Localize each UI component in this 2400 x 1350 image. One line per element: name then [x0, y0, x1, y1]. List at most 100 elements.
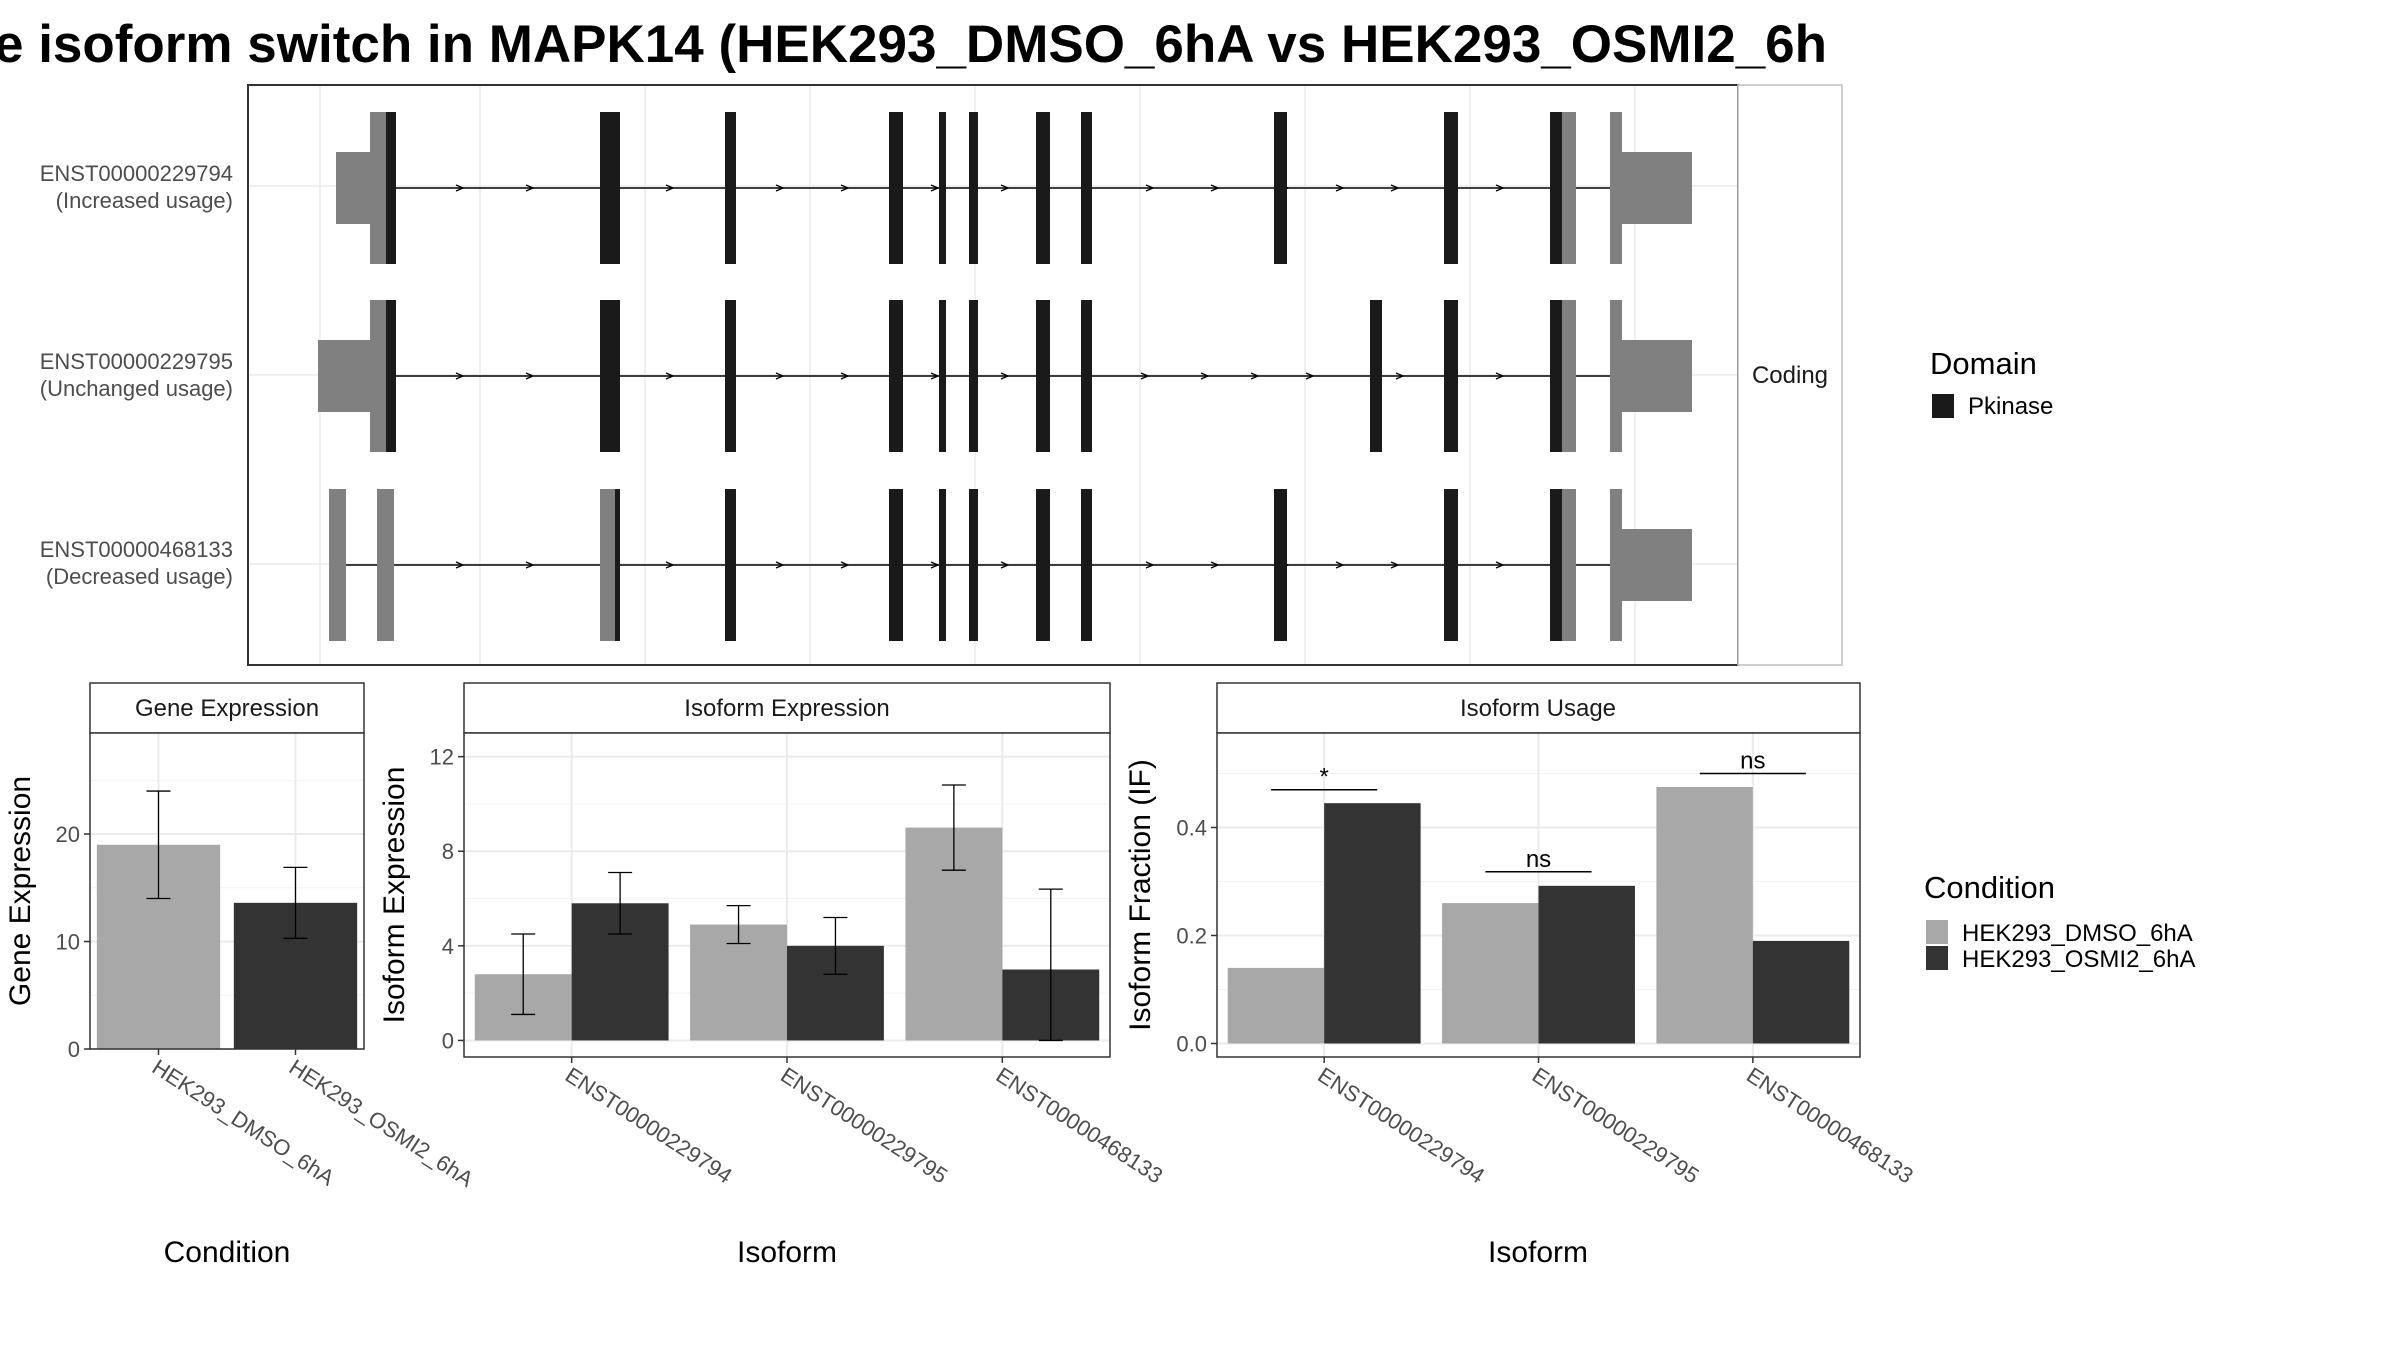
strand-arrow: [930, 561, 940, 569]
isoform-usage-panel: Isoform Usage * ns ns 0.0 0.2 0.4 ENST0000022…: [1124, 682, 1918, 1269]
bar-ENST00000468133-osmi2: [1752, 940, 1850, 1044]
y-tick-label: 0: [442, 1028, 454, 1053]
strand-arrow: [1495, 561, 1505, 569]
utr-exon: [1610, 489, 1622, 641]
transcript-3-id: ENST00000468133: [40, 537, 233, 562]
strand-arrow: [775, 184, 785, 192]
pkinase-domain-exon: [969, 489, 978, 641]
significance-label: ns: [1740, 748, 1765, 775]
pkinase-domain-exon: [1081, 112, 1092, 264]
isoform-expression-bars: [474, 784, 1100, 1042]
strand-arrow: [525, 372, 535, 380]
isoform-usage-x-label: Isoform: [1488, 1236, 1588, 1269]
transcript-1-id: ENST00000229794: [40, 161, 233, 186]
x-tick-label-ENST00000229795: ENST00000229795: [1528, 1062, 1704, 1188]
pkinase-domain-exon: [615, 489, 620, 641]
utr-exon: [377, 489, 394, 641]
utr-exon: [1562, 112, 1576, 264]
y-tick-label: 20: [56, 822, 80, 847]
gene-expression-x-label: Condition: [164, 1236, 291, 1269]
pkinase-domain-exon: [1444, 300, 1458, 452]
figure-title: e isoform switch in MAPK14 (HEK293_DMSO_…: [0, 15, 1827, 74]
y-tick-label: 0.2: [1176, 924, 1207, 949]
strand-arrow: [1000, 372, 1010, 380]
transcript-2-id: ENST00000229795: [40, 349, 233, 374]
strand-arrow: [1145, 184, 1155, 192]
pkinase-domain-exon: [1036, 300, 1050, 452]
strand-arrow: [1000, 561, 1010, 569]
pkinase-domain-exon: [1370, 300, 1382, 452]
y-tick-label: 0: [68, 1037, 80, 1062]
strand-arrow: [840, 372, 850, 380]
strand-arrow: [665, 184, 675, 192]
utr-exon: [336, 152, 370, 224]
isoform-expression-y-label: Isoform Expression: [378, 767, 411, 1024]
x-tick-label-ENST00000468133: ENST00000468133: [1742, 1062, 1918, 1188]
pkinase-domain-exon: [600, 112, 620, 264]
pkinase-domain-exon: [1274, 112, 1287, 264]
gene-expression-strip: [89, 682, 365, 734]
pkinase-domain-exon: [1550, 112, 1562, 264]
strand-arrow: [840, 561, 850, 569]
x-tick-label-ENST00000229794: ENST00000229794: [561, 1062, 737, 1188]
strand-arrow: [1305, 372, 1315, 380]
isoform-expression-x-label: Isoform: [737, 1236, 837, 1269]
strand-arrow: [1390, 561, 1400, 569]
strand-arrow: [1210, 184, 1220, 192]
strand-arrow: [930, 372, 940, 380]
gene-expression-bars: [96, 790, 358, 1049]
pkinase-domain-exon: [1444, 489, 1458, 641]
osmi2-legend-key: [1926, 946, 1948, 970]
strand-arrow: [1390, 184, 1400, 192]
utr-exon: [1622, 152, 1692, 224]
isoform-expression-panel: Isoform Expression 0 4 8 12 ENST00000229794 E…: [378, 682, 1168, 1269]
strand-arrow: [840, 184, 850, 192]
transcript-3-status: (Decreased usage): [46, 564, 233, 589]
isoform-usage-y-label: Isoform Fraction (IF): [1124, 759, 1157, 1031]
x-tick-label-ENST00000468133: ENST00000468133: [992, 1062, 1168, 1188]
strand-arrow: [1140, 372, 1150, 380]
utr-exon: [370, 112, 386, 264]
bar-ENST00000468133-dmso: [1656, 787, 1753, 1044]
gene-expression-strip-title: Gene Expression: [135, 695, 319, 722]
dmso-legend-label: HEK293_DMSO_6hA: [1962, 920, 2193, 947]
pkinase-legend-label: Pkinase: [1968, 393, 2053, 420]
isoform-usage-bars: * ns ns: [1227, 748, 1850, 1044]
transcript-track-1: [336, 112, 1692, 264]
coding-strip-label: Coding: [1752, 362, 1828, 389]
pkinase-domain-exon: [939, 489, 946, 641]
pkinase-domain-exon: [1550, 489, 1562, 641]
transcript-tracks: [318, 112, 1692, 641]
utr-exon: [329, 489, 346, 641]
y-tick-label: 10: [56, 930, 80, 955]
transcript-track-2: [318, 300, 1692, 452]
utr-exon: [1562, 300, 1576, 452]
x-tick-label-ENST00000229795: ENST00000229795: [776, 1062, 952, 1188]
y-tick-label: 0.4: [1176, 816, 1207, 841]
strand-arrow: [525, 184, 535, 192]
significance-label: ns: [1526, 846, 1551, 873]
y-tick-label: 12: [430, 745, 454, 770]
isoform-expression-strip-title: Isoform Expression: [684, 695, 889, 722]
pkinase-domain-exon: [725, 112, 736, 264]
pkinase-legend-key: [1932, 394, 1954, 418]
strand-arrow: [455, 184, 465, 192]
y-tick-label: 8: [442, 839, 454, 864]
pkinase-domain-exon: [600, 300, 620, 452]
utr-exon: [1610, 112, 1622, 264]
gene-expression-plot-border: [89, 732, 365, 1050]
utr-exon: [370, 300, 386, 452]
y-tick-label: 0.0: [1176, 1032, 1207, 1057]
pkinase-domain-exon: [889, 300, 903, 452]
condition-legend: Condition HEK293_DMSO_6hA HEK293_OSMI2_6…: [1924, 870, 2195, 973]
strand-arrow: [1395, 372, 1405, 380]
pkinase-domain-exon: [1274, 489, 1287, 641]
pkinase-domain-exon: [969, 300, 978, 452]
utr-exon: [318, 340, 370, 412]
strand-arrow: [1495, 184, 1505, 192]
pkinase-domain-exon: [1036, 112, 1050, 264]
pkinase-domain-exon: [1444, 112, 1458, 264]
pkinase-domain-exon: [725, 300, 736, 452]
strand-arrow: [455, 561, 465, 569]
